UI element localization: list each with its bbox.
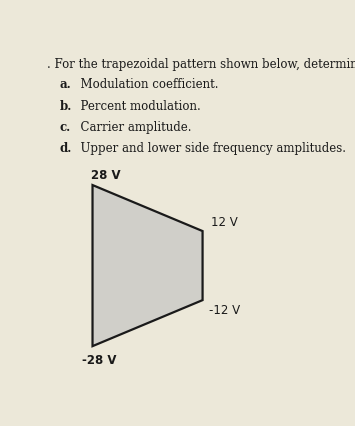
Text: Carrier amplitude.: Carrier amplitude. — [73, 121, 192, 134]
Text: 12 V: 12 V — [211, 216, 237, 229]
Text: b.: b. — [60, 99, 72, 112]
Polygon shape — [93, 186, 203, 346]
Text: a.: a. — [60, 78, 71, 91]
Text: 28 V: 28 V — [91, 169, 121, 181]
Text: Upper and lower side frequency amplitudes.: Upper and lower side frequency amplitude… — [73, 142, 346, 155]
Text: -12 V: -12 V — [209, 303, 241, 316]
Text: . For the trapezoidal pattern shown below, determine: . For the trapezoidal pattern shown belo… — [47, 58, 355, 71]
Text: c.: c. — [60, 121, 71, 134]
Text: d.: d. — [60, 142, 72, 155]
Text: Percent modulation.: Percent modulation. — [73, 99, 201, 112]
Text: -28 V: -28 V — [82, 354, 116, 366]
Text: Modulation coefficient.: Modulation coefficient. — [73, 78, 219, 91]
